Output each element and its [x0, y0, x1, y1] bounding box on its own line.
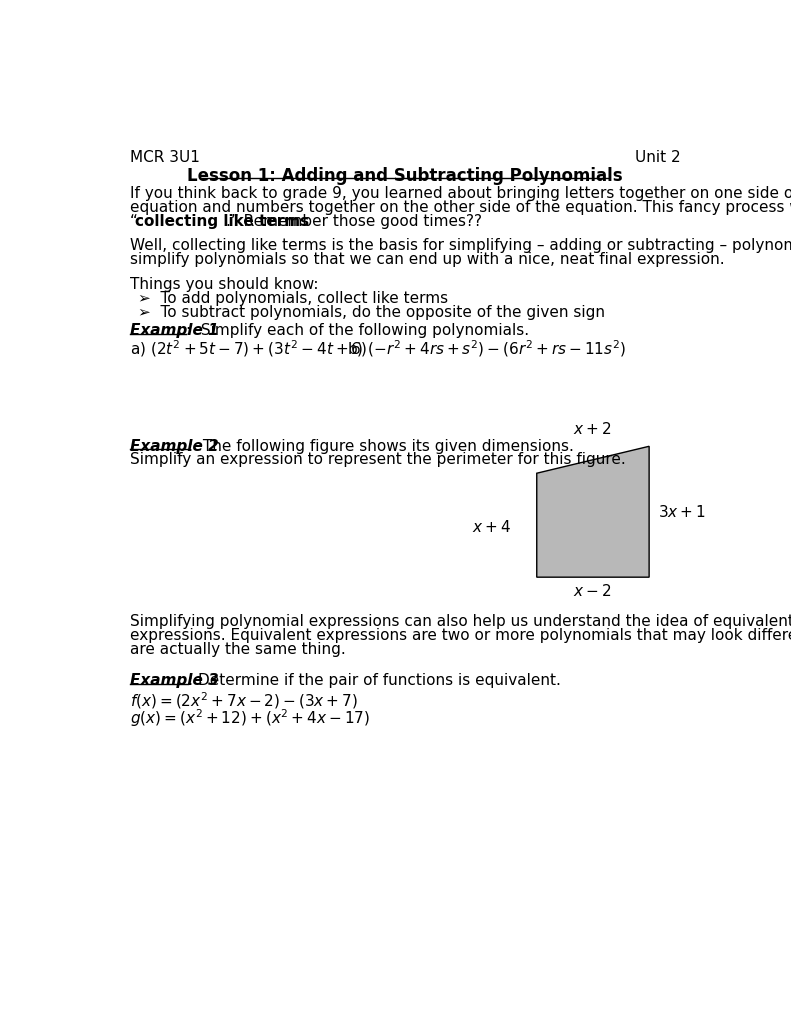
Text: Example 2: Example 2 — [130, 438, 218, 454]
Text: $f(x) = (2x^2 + 7x - 2) - (3x + 7)$: $f(x) = (2x^2 + 7x - 2) - (3x + 7)$ — [130, 690, 358, 711]
Text: b) $(-r^2 + 4rs + s^2) - (6r^2 + rs - 11s^2)$: b) $(-r^2 + 4rs + s^2) - (6r^2 + rs - 11… — [347, 339, 626, 359]
Text: a) $(2t^2 + 5t - 7) + (3t^2 - 4t + 6)$: a) $(2t^2 + 5t - 7) + (3t^2 - 4t + 6)$ — [130, 339, 367, 359]
Text: $g(x) = (x^2 + 12) + (x^2 + 4x - 17)$: $g(x) = (x^2 + 12) + (x^2 + 4x - 17)$ — [130, 708, 370, 729]
Text: Simplifying polynomial expressions can also help us understand the idea of equiv: Simplifying polynomial expressions can a… — [130, 614, 791, 629]
Text: Simplify an expression to represent the perimeter for this figure.: Simplify an expression to represent the … — [130, 453, 626, 467]
Text: Well, collecting like terms is the basis for simplifying – adding or subtracting: Well, collecting like terms is the basis… — [130, 239, 791, 253]
Text: $x + 4$: $x + 4$ — [472, 519, 511, 536]
Text: ➢  To subtract polynomials, do the opposite of the given sign: ➢ To subtract polynomials, do the opposi… — [138, 304, 604, 319]
Text: .” Remember those good times??: .” Remember those good times?? — [225, 214, 482, 228]
Text: Example 3: Example 3 — [130, 674, 218, 688]
Text: :  Simplify each of the following polynomials.: : Simplify each of the following polynom… — [186, 324, 529, 338]
Text: expressions. Equivalent expressions are two or more polynomials that may look di: expressions. Equivalent expressions are … — [130, 628, 791, 643]
Text: simplify polynomials so that we can end up with a nice, neat final expression.: simplify polynomials so that we can end … — [130, 252, 725, 267]
Text: ➢  To add polynomials, collect like terms: ➢ To add polynomials, collect like terms — [138, 291, 448, 306]
Text: : Determine if the pair of functions is equivalent.: : Determine if the pair of functions is … — [188, 674, 561, 688]
Text: collecting like terms: collecting like terms — [135, 214, 309, 228]
Text: Things you should know:: Things you should know: — [130, 276, 318, 292]
Text: Example 1: Example 1 — [130, 324, 218, 338]
Text: $3x + 1$: $3x + 1$ — [658, 504, 706, 520]
Text: equation and numbers together on the other side of the equation. This fancy proc: equation and numbers together on the oth… — [130, 200, 791, 215]
Text: If you think back to grade 9, you learned about bringing letters together on one: If you think back to grade 9, you learne… — [130, 186, 791, 201]
Text: $x + 2$: $x + 2$ — [573, 421, 611, 437]
Text: :  The following figure shows its given dimensions.: : The following figure shows its given d… — [188, 438, 574, 454]
Polygon shape — [537, 446, 649, 578]
Text: are actually the same thing.: are actually the same thing. — [130, 642, 346, 656]
Text: Lesson 1: Adding and Subtracting Polynomials: Lesson 1: Adding and Subtracting Polynom… — [187, 167, 623, 184]
Text: MCR 3U1: MCR 3U1 — [130, 150, 200, 165]
Text: “: “ — [130, 214, 138, 228]
Text: Unit 2: Unit 2 — [635, 150, 681, 165]
Text: $x - 2$: $x - 2$ — [573, 584, 611, 599]
